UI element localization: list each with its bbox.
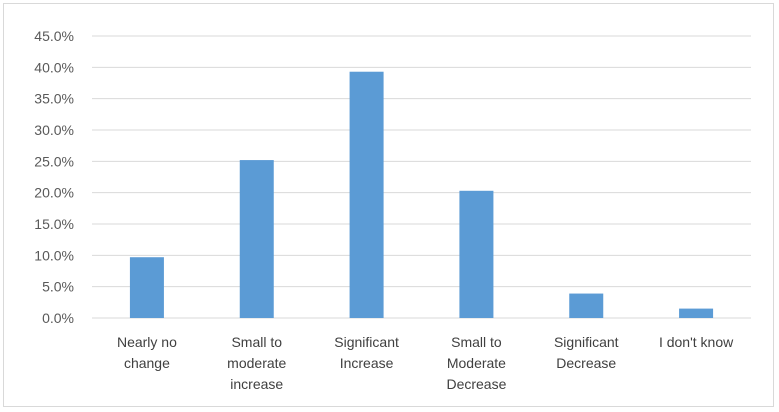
bar	[349, 71, 384, 318]
x-tick-label: I don't know	[659, 334, 734, 350]
x-tick-label: Significant Increase	[334, 334, 399, 371]
y-tick-label: 45.0%	[34, 28, 74, 44]
y-tick-label: 10.0%	[34, 247, 74, 263]
bar	[569, 293, 604, 318]
x-tick-label: Nearly no change	[117, 334, 177, 371]
y-tick-label: 25.0%	[34, 153, 74, 169]
bar	[459, 190, 494, 318]
x-tick-label: Small to Moderate Decrease	[446, 334, 506, 392]
y-tick-label: 30.0%	[34, 122, 74, 138]
chart-frame	[3, 3, 774, 407]
y-tick-label: 0.0%	[42, 310, 74, 326]
bar	[129, 257, 164, 318]
bar	[679, 308, 714, 318]
x-tick-label: Significant Decrease	[554, 334, 619, 371]
y-tick-label: 35.0%	[34, 91, 74, 107]
y-tick-label: 15.0%	[34, 216, 74, 232]
y-tick-label: 5.0%	[42, 279, 74, 295]
y-tick-label: 40.0%	[34, 59, 74, 75]
y-tick-label: 20.0%	[34, 185, 74, 201]
x-tick-label: Small to moderate increase	[227, 334, 286, 392]
bar	[239, 160, 274, 318]
